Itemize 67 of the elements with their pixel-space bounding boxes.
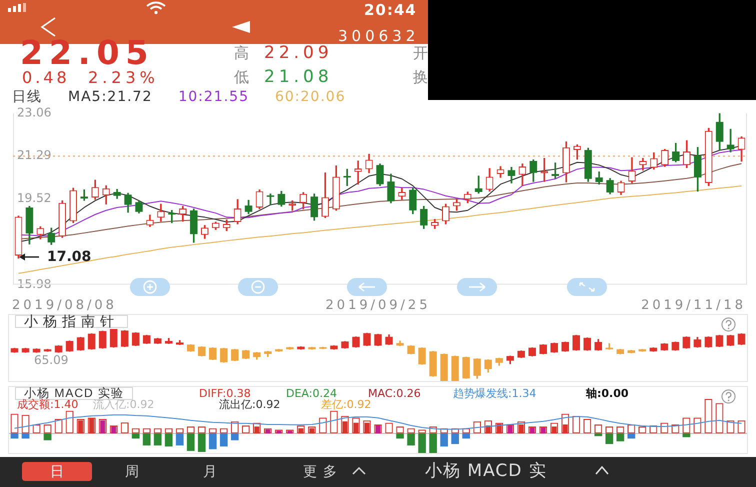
- bar: [22, 433, 30, 439]
- text: 2019/09/25: [326, 298, 430, 313]
- bar: [462, 433, 470, 439]
- bar: [518, 424, 524, 434]
- annotation: MAC:0.26: [368, 387, 421, 400]
- bar: [364, 422, 370, 434]
- bar: [418, 433, 426, 453]
- annotation: 差亿:0.92: [321, 398, 372, 411]
- bar: [627, 433, 636, 439]
- text: 换: [413, 68, 428, 87]
- bar: [10, 433, 18, 439]
- text: 高: [234, 44, 249, 63]
- bar: [132, 433, 140, 439]
- text: 周: [125, 463, 139, 481]
- series-label: 成交额:1.40: [17, 398, 78, 411]
- candlestick: [266, 194, 274, 206]
- annotation: DEA:0.24: [286, 387, 337, 400]
- bar: [208, 433, 217, 450]
- bar: [682, 433, 690, 438]
- chart-title: 小杨指南针: [15, 313, 128, 329]
- bar: [552, 426, 557, 434]
- annotation: 流入亿:0.92: [93, 398, 154, 411]
- bar: [186, 433, 195, 451]
- text: 低: [234, 68, 249, 87]
- bar: [142, 433, 151, 446]
- text: 20:44: [364, 1, 417, 20]
- text: 21.08: [264, 67, 333, 88]
- text: MA5:21.72: [68, 89, 152, 105]
- annotation: 流出亿:0.92: [219, 398, 280, 411]
- text: 2019/11/18: [641, 298, 746, 313]
- bar: [298, 428, 304, 434]
- y-tick-label: 19.52: [17, 191, 52, 206]
- annotation: DIFF:0.38: [199, 387, 251, 400]
- bar: [451, 433, 459, 444]
- bar: [429, 433, 437, 453]
- candlestick: [726, 128, 734, 152]
- bar: [407, 433, 415, 446]
- text: 小杨 MACD 实: [425, 461, 547, 482]
- text: 月: [203, 463, 217, 481]
- bar: [230, 433, 239, 440]
- bar: [616, 433, 624, 442]
- series-label: 趋势爆发线:1.34: [453, 387, 536, 400]
- annotation: 17.08: [47, 249, 92, 265]
- bar: [154, 433, 162, 446]
- y-tick-label: 23.06: [17, 105, 52, 120]
- tab-button: 日: [22, 462, 92, 481]
- text: 60:20.06: [274, 89, 346, 105]
- y-tick-label: 21.29: [17, 148, 52, 162]
- text: 22.09: [264, 43, 333, 64]
- text: 2019/08/08: [12, 298, 117, 313]
- bar: [440, 433, 448, 446]
- bar: [176, 433, 184, 446]
- annotation: 轴:0.00: [586, 387, 629, 400]
- annotation: 65.09: [34, 353, 68, 367]
- chart-title: 小杨 MACD 实验: [15, 386, 133, 400]
- text: 300632: [338, 27, 420, 46]
- text: 10:21.55: [178, 89, 249, 105]
- bar: [605, 433, 614, 444]
- bar: [220, 433, 228, 446]
- text: 开: [413, 44, 428, 63]
- bar: [254, 426, 260, 434]
- text: 更多: [303, 463, 343, 481]
- bar: [164, 433, 173, 446]
- bar: [198, 433, 206, 452]
- legend-title: 日线: [12, 89, 42, 105]
- bar: [44, 433, 52, 440]
- bar: [396, 433, 404, 439]
